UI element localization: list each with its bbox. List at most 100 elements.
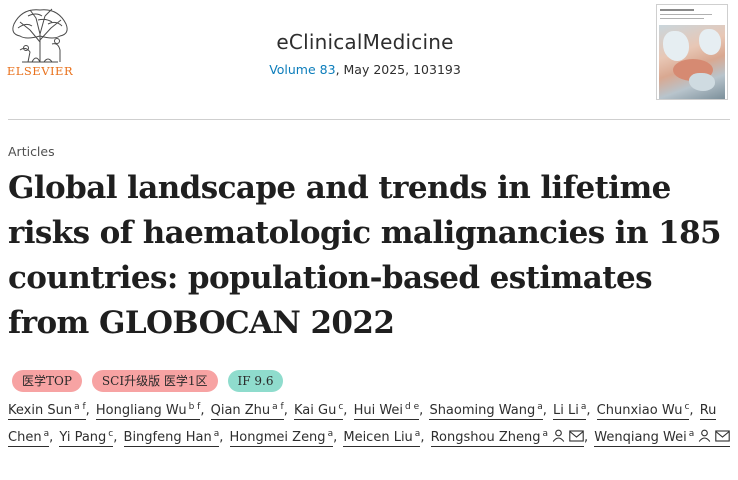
author-separator: ,: [283, 403, 288, 418]
article-header: ELSEVIER eClinicalMedicine Volume 83, Ma…: [0, 0, 738, 110]
author-item[interactable]: Qian Zhu a f,: [210, 402, 290, 420]
author-separator: ,: [113, 430, 118, 445]
author-affiliation: c: [338, 402, 344, 412]
author-name[interactable]: Bingfeng Han a: [123, 429, 220, 447]
author-list: Kexin Sun a f, Hongliang Wu b f, Qian Zhu a…: [8, 398, 736, 452]
author-name-text: Qian Zhu: [210, 403, 271, 418]
author-affiliation: b f: [188, 402, 201, 412]
author-name[interactable]: Kai Gu c: [294, 402, 344, 420]
cover-photo-detail: [689, 73, 715, 91]
cover-photo: [659, 25, 725, 99]
author-item[interactable]: Li Li a,: [553, 402, 593, 420]
author-name-text: Chunxiao Wu: [596, 403, 683, 418]
author-item[interactable]: Shaoming Wang a,: [429, 402, 548, 420]
author-name-text: Wenqiang Wei: [594, 430, 687, 445]
journal-badges: 医学TOP SCI升级版 医学1区 IF 9.6: [12, 370, 284, 392]
elsevier-logo[interactable]: [8, 4, 72, 80]
author-affiliation: c: [108, 429, 114, 439]
author-name-text: Hongmei Zeng: [229, 430, 326, 445]
journal-name[interactable]: eClinicalMedicine: [276, 30, 454, 54]
author-separator: ,: [586, 403, 591, 418]
author-name-text: Li Li: [553, 403, 579, 418]
article-type: Articles: [8, 144, 55, 159]
author-separator: ,: [219, 430, 224, 445]
author-name[interactable]: Chunxiao Wu c: [596, 402, 690, 420]
author-item[interactable]: Kai Gu c,: [294, 402, 349, 420]
author-item[interactable]: Hongliang Wu b f,: [95, 402, 207, 420]
envelope-icon: [715, 426, 731, 452]
issue-details: , May 2025, 103193: [335, 62, 461, 77]
author-item[interactable]: Hongmei Zeng a,: [229, 429, 340, 447]
author-name[interactable]: Rongshou Zheng a: [430, 429, 584, 447]
author-affiliation: a f: [272, 402, 284, 412]
author-name-text: Hui Wei: [353, 403, 404, 418]
author-name[interactable]: Ru Chen a: [8, 403, 717, 447]
author-item[interactable]: Rongshou Zheng a,: [430, 429, 591, 447]
journal-info: eClinicalMedicine Volume 83, May 2025, 1…: [160, 30, 570, 77]
author-affiliation: a: [580, 402, 587, 412]
author-name[interactable]: Yi Pang c: [59, 429, 114, 447]
author-name-text: Ru Chen: [8, 403, 717, 445]
author-separator: ,: [689, 403, 694, 418]
author-name[interactable]: Meicen Liu a: [343, 429, 421, 447]
author-separator: ,: [420, 430, 425, 445]
author-name-text: Rongshou Zheng: [430, 430, 541, 445]
elsevier-tree-icon: [12, 8, 68, 63]
author-separator: ,: [343, 403, 348, 418]
author-item[interactable]: Wenqiang Wei a: [594, 429, 731, 447]
person-icon: [552, 426, 565, 452]
author-item[interactable]: Chunxiao Wu c,: [596, 402, 696, 420]
author-affiliation: a: [542, 429, 548, 439]
author-separator: ,: [333, 430, 338, 445]
journal-issue: Volume 83, May 2025, 103193: [160, 62, 570, 77]
author-name-text: Bingfeng Han: [123, 430, 212, 445]
author-item[interactable]: Bingfeng Han a,: [123, 429, 226, 447]
cover-text-line: [660, 14, 712, 15]
author-name[interactable]: Hongmei Zeng a: [229, 429, 334, 447]
author-name[interactable]: Qian Zhu a f: [210, 402, 284, 420]
author-affiliation: d e: [405, 402, 420, 412]
author-name[interactable]: Wenqiang Wei a: [594, 429, 731, 447]
cover-text-line: [660, 18, 704, 19]
author-name-text: Kai Gu: [294, 403, 337, 418]
author-name[interactable]: Li Li a: [553, 402, 587, 420]
author-affiliation: c: [684, 402, 690, 412]
elsevier-wordmark: ELSEVIER: [6, 64, 74, 78]
cover-photo-detail: [699, 29, 721, 55]
author-name[interactable]: Hui Wei d e: [353, 402, 420, 420]
cover-photo-detail: [663, 31, 689, 61]
author-affiliation: a: [537, 402, 543, 412]
author-separator: ,: [542, 403, 547, 418]
author-affiliation: a: [327, 429, 334, 439]
author-affiliation: a: [213, 429, 220, 439]
author-separator: ,: [200, 403, 205, 418]
author-name[interactable]: Shaoming Wang a: [429, 402, 543, 420]
author-item[interactable]: Yi Pang c,: [59, 429, 119, 447]
author-item[interactable]: Kexin Sun a f,: [8, 402, 92, 420]
author-name-text: Kexin Sun: [8, 403, 73, 418]
author-affiliation: a: [414, 429, 421, 439]
author-name-text: Shaoming Wang: [429, 403, 536, 418]
journal-badge: 医学TOP: [12, 370, 82, 392]
author-name-text: Yi Pang: [59, 430, 107, 445]
journal-badge: IF 9.6: [227, 370, 284, 392]
author-name[interactable]: Hongliang Wu b f: [95, 402, 201, 420]
volume-link[interactable]: Volume 83: [269, 62, 336, 77]
author-name-text: Hongliang Wu: [95, 403, 187, 418]
author-affiliation: a: [688, 429, 695, 439]
author-separator: ,: [49, 430, 54, 445]
cover-text-line: [660, 9, 694, 11]
author-item[interactable]: Hui Wei d e,: [353, 402, 426, 420]
cover-header-band: [657, 5, 727, 23]
author-name[interactable]: Kexin Sun a f: [8, 402, 86, 420]
envelope-icon: [569, 426, 584, 452]
author-name-text: Meicen Liu: [343, 430, 413, 445]
author-separator: ,: [85, 403, 90, 418]
author-item[interactable]: Meicen Liu a,: [343, 429, 426, 447]
journal-cover-thumbnail[interactable]: [656, 4, 728, 100]
journal-badge: SCI升级版 医学1区: [91, 370, 218, 392]
author-item[interactable]: Ru Chen a,: [8, 403, 717, 447]
article-title: Global landscape and trends in lifetime …: [8, 170, 722, 341]
author-separator: ,: [419, 403, 424, 418]
author-affiliation: a f: [74, 402, 86, 412]
